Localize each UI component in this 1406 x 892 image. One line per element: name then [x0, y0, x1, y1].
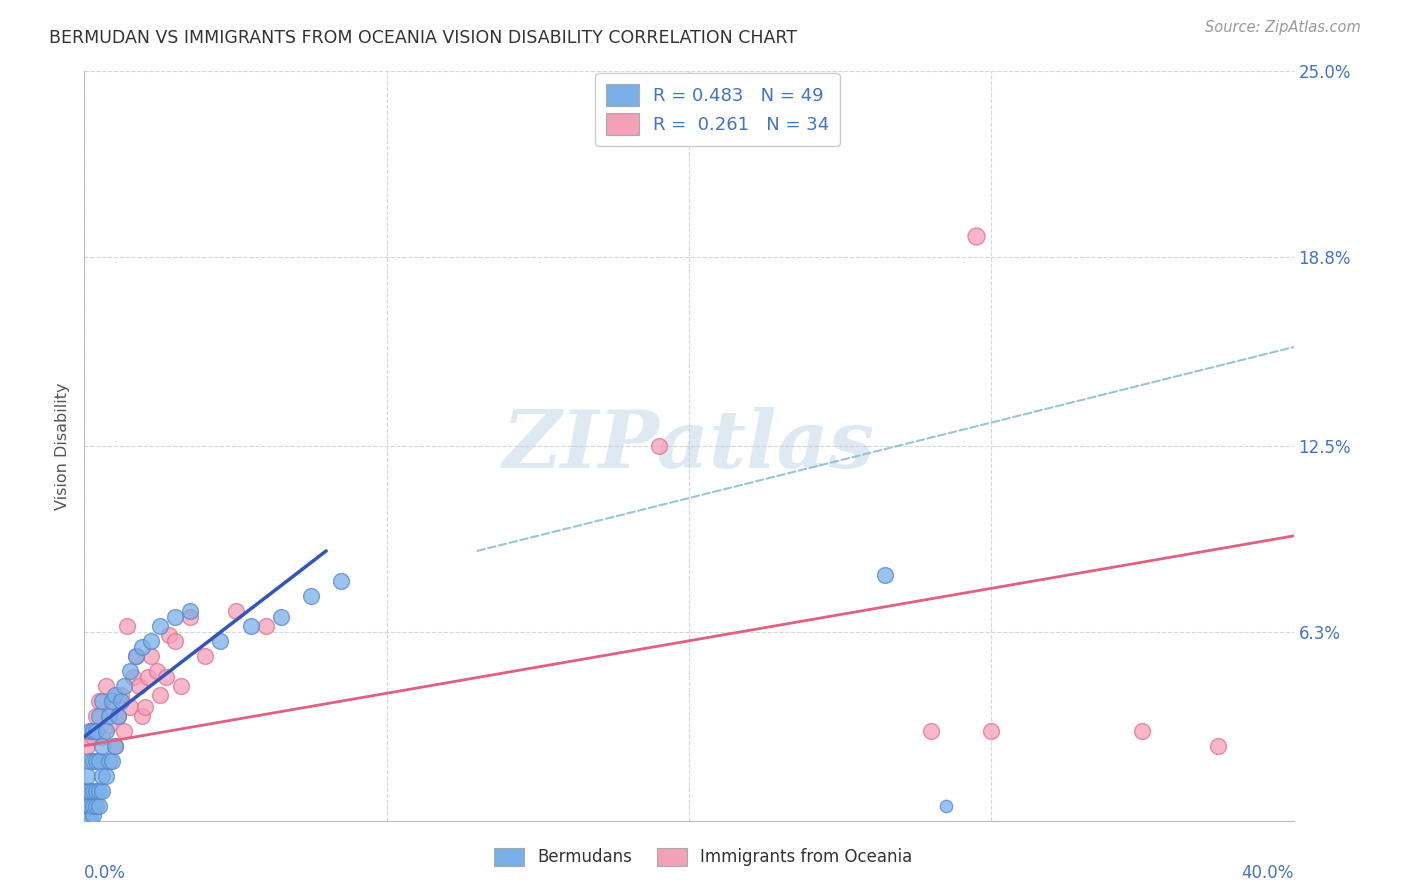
Point: [79, 723, 101, 738]
Point: [86, 783, 108, 797]
Point: [86, 723, 108, 738]
Point: [100, 754, 122, 768]
Point: [136, 670, 159, 684]
Point: [104, 739, 127, 753]
Legend: R = 0.483   N = 49, R =  0.261   N = 34: R = 0.483 N = 49, R = 0.261 N = 34: [595, 73, 839, 145]
Point: [146, 664, 169, 678]
Point: [94, 679, 117, 693]
Point: [139, 633, 162, 648]
Point: [79, 723, 101, 738]
Point: [82, 723, 104, 738]
Point: [91, 739, 114, 753]
Point: [209, 633, 232, 648]
Point: [82, 754, 104, 768]
Point: [270, 610, 292, 624]
Text: Source: ZipAtlas.com: Source: ZipAtlas.com: [1205, 20, 1361, 35]
Point: [225, 604, 247, 618]
Point: [194, 648, 217, 663]
Point: [254, 619, 277, 633]
Point: [82, 807, 104, 822]
Point: [107, 708, 129, 723]
Point: [155, 670, 177, 684]
Point: [299, 589, 322, 603]
Point: [89, 798, 111, 813]
Point: [76, 769, 98, 783]
Point: [125, 648, 148, 663]
Point: [97, 754, 120, 768]
Point: [91, 730, 114, 744]
Point: [104, 739, 127, 753]
Point: [79, 783, 101, 797]
Point: [100, 699, 122, 714]
Point: [935, 798, 957, 813]
Point: [89, 708, 111, 723]
Point: [134, 699, 156, 714]
Point: [165, 610, 187, 624]
Legend: Bermudans, Immigrants from Oceania: Bermudans, Immigrants from Oceania: [485, 839, 921, 875]
Point: [91, 783, 114, 797]
Point: [179, 604, 201, 618]
Point: [94, 723, 117, 738]
Point: [79, 811, 101, 825]
Point: [79, 754, 101, 768]
Point: [89, 754, 111, 768]
Point: [118, 664, 141, 678]
Point: [82, 798, 104, 813]
Point: [82, 783, 104, 797]
Point: [131, 640, 153, 654]
Point: [91, 694, 114, 708]
Text: ZIPatlas: ZIPatlas: [503, 408, 875, 484]
Point: [91, 769, 114, 783]
Point: [86, 708, 108, 723]
Point: [94, 769, 117, 783]
Point: [97, 717, 120, 731]
Point: [875, 567, 897, 582]
Point: [118, 699, 141, 714]
Point: [1206, 739, 1229, 753]
Point: [89, 694, 111, 708]
Point: [965, 229, 987, 244]
Point: [76, 783, 98, 797]
Point: [97, 708, 120, 723]
Point: [115, 619, 138, 633]
Point: [76, 811, 98, 825]
Point: [139, 648, 162, 663]
Point: [648, 439, 671, 453]
Point: [110, 688, 132, 702]
Point: [125, 648, 148, 663]
Text: 0.0%: 0.0%: [84, 864, 127, 882]
Point: [79, 798, 101, 813]
Text: BERMUDAN VS IMMIGRANTS FROM OCEANIA VISION DISABILITY CORRELATION CHART: BERMUDAN VS IMMIGRANTS FROM OCEANIA VISI…: [49, 29, 797, 46]
Point: [170, 679, 193, 693]
Point: [86, 798, 108, 813]
Point: [86, 754, 108, 768]
Point: [110, 694, 132, 708]
Point: [82, 730, 104, 744]
Point: [149, 688, 172, 702]
Point: [1130, 723, 1153, 738]
Point: [920, 723, 942, 738]
Y-axis label: Vision Disability: Vision Disability: [55, 383, 70, 509]
Point: [131, 708, 153, 723]
Point: [100, 694, 122, 708]
Point: [239, 619, 262, 633]
Point: [104, 688, 127, 702]
Point: [128, 679, 150, 693]
Point: [980, 723, 1002, 738]
Point: [112, 679, 135, 693]
Point: [179, 610, 201, 624]
Point: [107, 708, 129, 723]
Point: [157, 628, 180, 642]
Point: [165, 633, 187, 648]
Point: [121, 670, 143, 684]
Point: [112, 723, 135, 738]
Point: [330, 574, 353, 588]
Point: [76, 739, 98, 753]
Text: 40.0%: 40.0%: [1241, 864, 1294, 882]
Point: [149, 619, 172, 633]
Point: [76, 798, 98, 813]
Point: [89, 783, 111, 797]
